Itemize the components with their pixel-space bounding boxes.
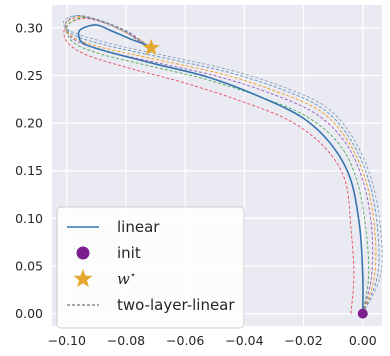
- x-tick-label: −0.08: [107, 333, 145, 348]
- y-tick-label: 0.05: [15, 258, 43, 273]
- w-star-point: [142, 38, 160, 56]
- legend-init-swatch: [76, 246, 90, 260]
- x-tick-label: −0.02: [284, 333, 322, 348]
- legend: linear init w⋆ two-layer-linear: [56, 206, 245, 329]
- init-point: [357, 308, 368, 319]
- series-two-layer-linear-line: [62, 15, 383, 314]
- y-tick-label: 0.00: [15, 306, 43, 321]
- x-tick-label: −0.04: [225, 333, 263, 348]
- series-linear-line: [77, 24, 364, 314]
- x-tick-label: 0.00: [349, 333, 377, 348]
- marker-layer: [142, 38, 368, 319]
- series-layer: [62, 15, 383, 314]
- legend-wstar-label: w⋆: [117, 270, 136, 288]
- legend-box: [56, 206, 245, 329]
- legend-two-layer-label: two-layer-linear: [117, 296, 235, 314]
- x-tick-labels: −0.10 −0.08 −0.06 −0.04 −0.02 0.00: [48, 333, 377, 348]
- series-two-layer-linear-line: [63, 17, 355, 314]
- y-tick-label: 0.20: [15, 116, 43, 131]
- legend-linear-label: linear: [117, 218, 160, 236]
- y-tick-label: 0.15: [15, 163, 43, 178]
- y-tick-label: 0.10: [15, 211, 43, 226]
- y-tick-labels: 0.00 0.05 0.10 0.15 0.20 0.25 0.30: [15, 20, 43, 321]
- y-tick-label: 0.30: [15, 20, 43, 35]
- x-tick-label: −0.06: [166, 333, 204, 348]
- y-tick-label: 0.25: [15, 68, 43, 83]
- legend-init-label: init: [117, 244, 141, 262]
- legend-star-swatch: [73, 269, 93, 288]
- x-tick-label: −0.10: [48, 333, 86, 348]
